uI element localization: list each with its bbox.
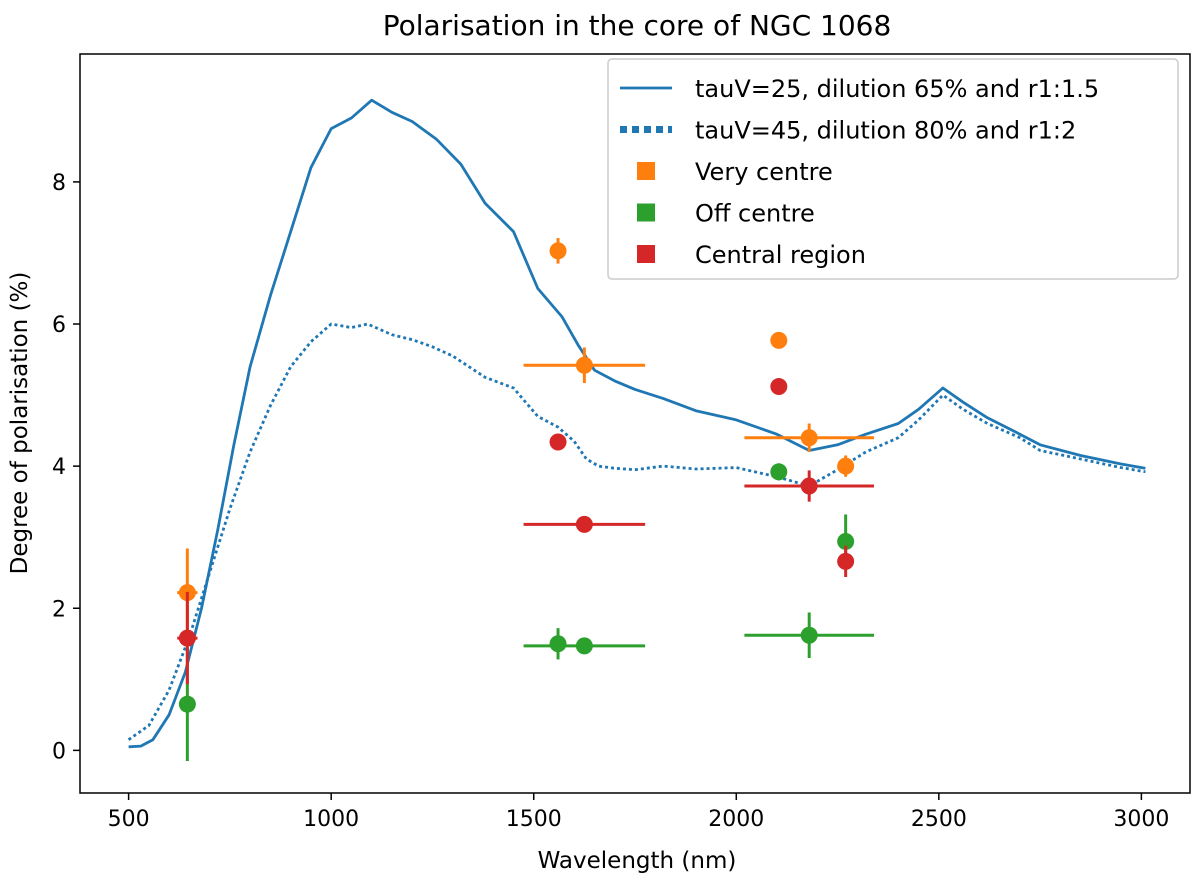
line-series-2 (127, 322, 1146, 741)
legend-square-marker (637, 245, 655, 263)
x-tick-label: 3000 (1113, 807, 1169, 832)
y-tick-label: 4 (52, 455, 66, 480)
chart-title: Polarisation in the core of NGC 1068 (383, 9, 892, 42)
scatter-series-off-centre (178, 463, 875, 762)
data-point (770, 331, 788, 349)
data-point (549, 433, 567, 451)
y-axis-title: Degree of polarisation (%) (7, 272, 33, 575)
line-series-1 (128, 98, 1146, 749)
legend-entry: tauV=25, dilution 65% and r1:1.5 (620, 75, 1099, 103)
x-tick-label: 1000 (303, 807, 359, 832)
plot-area (127, 98, 1146, 762)
y-axis: 0 2 4 6 8 (52, 171, 80, 764)
legend-entry: tauV=45, dilution 80% and r1:2 (620, 117, 1076, 145)
observed-points (177, 238, 875, 762)
data-point (575, 515, 593, 533)
legend-label: Off centre (695, 200, 815, 228)
x-tick-label: 500 (108, 807, 150, 832)
legend-entry: Off centre (637, 200, 815, 228)
x-tick-label: 2500 (911, 807, 967, 832)
model-lines (127, 98, 1146, 749)
legend-entry: Very centre (637, 158, 833, 186)
x-axis: 500 1000 1500 2000 2500 3000 (108, 793, 1169, 832)
data-point (800, 429, 818, 447)
data-point (837, 552, 855, 570)
y-tick-label: 6 (52, 313, 66, 338)
data-point (178, 629, 196, 647)
y-tick-label: 2 (52, 597, 66, 622)
legend: tauV=25, dilution 65% and r1:1.5 tauV=45,… (607, 58, 1179, 280)
data-point (549, 242, 567, 260)
y-tick-label: 8 (52, 171, 66, 196)
legend-square-marker (637, 162, 655, 180)
legend-items: tauV=25, dilution 65% and r1:1.5 tauV=45,… (620, 75, 1099, 269)
data-point (575, 356, 593, 374)
scatter-series-very-centre (177, 238, 875, 637)
data-point (800, 626, 818, 644)
legend-square-marker (637, 203, 655, 222)
scatter-series-central-region (177, 378, 875, 685)
data-point (575, 637, 593, 655)
y-tick-label: 0 (52, 739, 66, 764)
data-point (800, 477, 818, 495)
data-point (549, 635, 567, 653)
x-tick-label: 2000 (708, 807, 764, 832)
data-point (837, 457, 855, 475)
legend-label: Central region (695, 241, 866, 269)
x-tick-label: 1500 (506, 807, 562, 832)
legend-label: tauV=45, dilution 80% and r1:2 (695, 117, 1076, 145)
legend-box (607, 58, 1179, 280)
data-point (178, 695, 196, 713)
data-point (837, 532, 855, 550)
legend-label: tauV=25, dilution 65% and r1:1.5 (695, 75, 1099, 103)
legend-label: Very centre (695, 158, 833, 186)
plot-frame (79, 53, 1191, 794)
x-axis-title: Wavelength (nm) (538, 848, 737, 874)
legend-entry: Central region (637, 241, 866, 269)
data-point (770, 378, 788, 396)
data-point (770, 463, 788, 481)
